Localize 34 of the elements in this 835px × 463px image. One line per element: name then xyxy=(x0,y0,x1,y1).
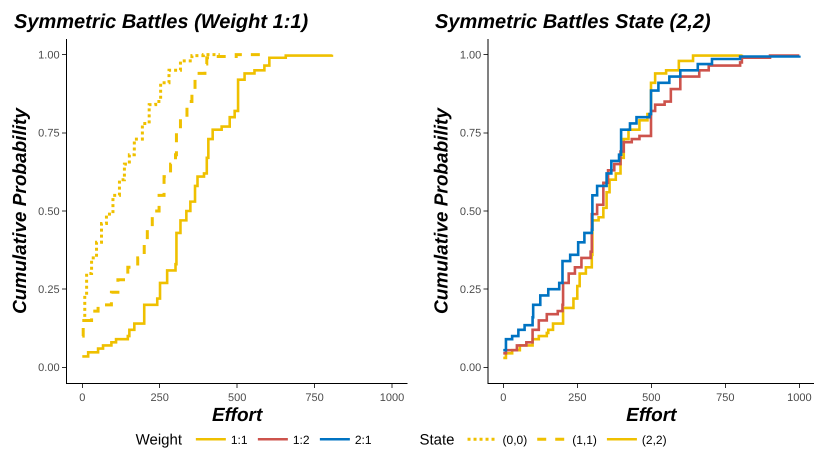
y-tick-label: 0.75 xyxy=(460,128,482,140)
x-tick-label: 0 xyxy=(500,392,506,404)
legend-label: (0,0) xyxy=(502,432,528,447)
x-tick-label: 250 xyxy=(568,392,586,404)
x-tick-label: 750 xyxy=(305,392,324,404)
y-tick-label: 1.00 xyxy=(460,49,482,62)
x-tick-label: 0 xyxy=(79,392,86,404)
legend-label: 1:1 xyxy=(230,432,248,447)
y-tick-label: 0.25 xyxy=(38,284,60,296)
y-axis-title: Cumulative Probability xyxy=(10,106,32,314)
chart-title: Symmetric Battles (Weight 1:1) xyxy=(14,11,308,33)
y-axis-title: Cumulative Probability xyxy=(432,106,453,314)
legend-title: Weight xyxy=(136,431,183,448)
x-tick-label: 500 xyxy=(642,392,660,404)
x-tick-label: 250 xyxy=(150,392,169,404)
legend-title: State xyxy=(420,431,455,448)
legend-label: (1,1) xyxy=(572,432,597,447)
chart-title: Symmetric Battles State (2,2) xyxy=(435,11,712,33)
x-axis-title: Effort xyxy=(626,405,678,426)
x-tick-label: 750 xyxy=(716,392,734,404)
y-tick-label: 0.00 xyxy=(38,362,60,374)
legend-label: 1:2 xyxy=(292,432,310,447)
legend-label: 2:1 xyxy=(354,432,372,447)
x-tick-label: 1000 xyxy=(380,392,404,404)
y-tick-label: 0.50 xyxy=(460,206,482,218)
legend-label: (2,2) xyxy=(642,432,667,447)
x-tick-label: 500 xyxy=(228,392,246,404)
y-tick-label: 1.00 xyxy=(38,49,60,62)
y-tick-label: 0.50 xyxy=(38,206,60,218)
y-tick-label: 0.00 xyxy=(460,362,482,374)
x-axis-title: Effort xyxy=(212,405,263,426)
y-tick-label: 0.75 xyxy=(38,128,60,140)
y-tick-label: 0.25 xyxy=(460,284,482,296)
x-tick-label: 1000 xyxy=(787,392,812,404)
